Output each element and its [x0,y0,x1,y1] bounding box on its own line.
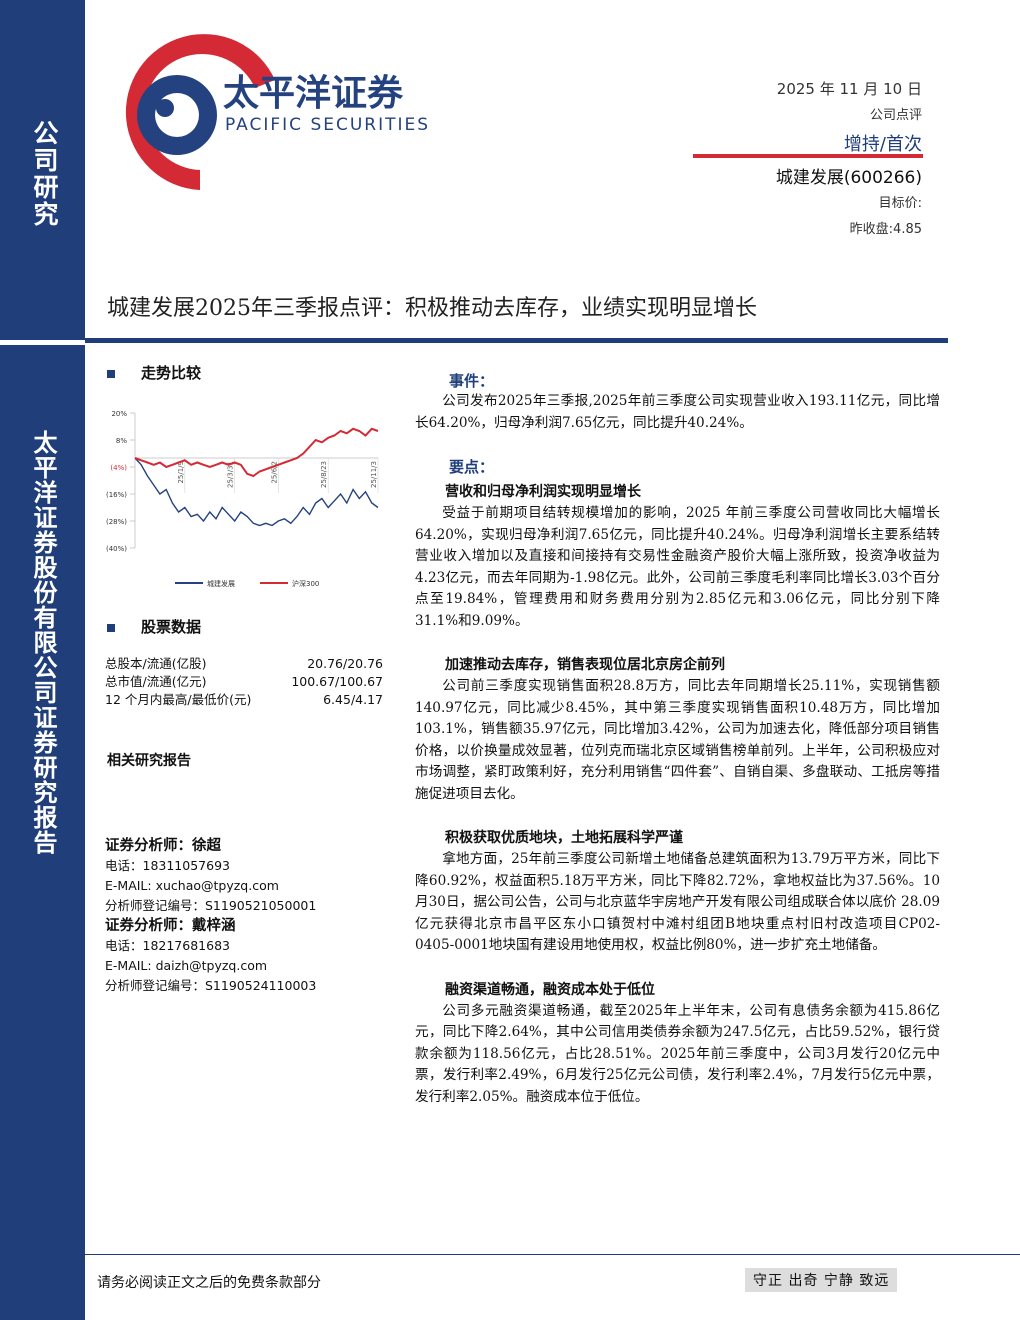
stock-row: 12 个月内最高/最低价(元) 6.45/4.17 [105,691,383,709]
trend-chart: 20% 8% (4%) (16%) (28%) (40%) 25/1/9 25/3/31 25/… [106,410,379,588]
stock-label: 总股本/流通(亿股) [105,656,207,671]
series-line [134,457,379,527]
target-price: 目标价: [878,196,922,211]
analyst-name: 证券分析师：徐超 [105,837,221,854]
section-heading: 融资渠道畅通，融资成本处于低位 [445,981,655,998]
trend-heading-text: 走势比较 [141,364,202,382]
analyst-reg: 分析师登记编号：S1190524110003 [105,978,317,993]
analyst-phone: 电话：18311057693 [105,858,230,873]
analyst-email: E-MAIL: xuchao@tpyzq.com [105,878,279,893]
analyst-phone: 电话：18217681683 [105,938,230,953]
y-tick-label: (28%) [106,518,127,526]
body: 事件： 公司发布2025年三季报,2025年前三季度公司实现营业收入193.11亿… [415,370,940,1108]
title: 城建发展2025年三季报点评：积极推动去库存，业绩实现明显增长 [107,296,757,321]
stock-row: 总市值/流通(亿元) 100.67/100.67 [105,673,383,691]
trend-heading: 走势比较 [107,362,201,383]
date: 2025 年 11 月 10 日 [776,80,922,98]
stock-heading-text: 股票数据 [141,618,202,636]
y-tick-label: (40%) [106,545,127,553]
legend-label: 城建发展 [207,579,235,588]
y-tick-label: 8% [116,437,127,445]
disclaimer: 请务必阅读正文之后的免费条款部分 [97,1275,321,1291]
section-heading: 营收和归母净利润实现明显增长 [445,484,641,500]
y-tick-label: (4%) [110,464,127,472]
section-heading: 积极获取优质地块，土地拓展科学严谨 [445,830,683,846]
analysts: 证券分析师：徐超 电话：18311057693 E-MAIL: xuchao@tpy… [105,836,385,996]
sidebar-bottom-text: 太平洋证券股份有限公司证券研究报告 [29,430,58,855]
legend-label: 沪深300 [292,579,319,588]
section-heading: 加速推动去库存，销售表现位居北京房企前列 [445,657,725,673]
analyst-reg: 分析师登记编号：S1190521050001 [105,898,317,913]
related-heading: 相关研究报告 [107,753,191,769]
sidebar-bottom: 太平洋证券股份有限公司证券研究报告 [0,345,85,1320]
x-tick-label: 25/6/2 [270,461,278,484]
logo-english: PACIFIC SECURITIES [225,115,430,135]
section-text: 受益于前期项目结转规模增加的影响，2025 年前三季度公司营收同比大幅增长64.… [415,505,940,629]
sidebar-top-text: 公司研究 [30,120,59,228]
stock-value: 100.67/100.67 [291,674,383,689]
rating-rule [693,154,923,158]
stock-row: 总股本/流通(亿股) 20.76/20.76 [105,655,383,673]
stock-label: 12 个月内最高/最低价(元) [105,692,252,707]
logo-name: 太平洋证券 [223,73,404,114]
stock-value: 20.76/20.76 [307,656,383,671]
analyst-email: E-MAIL: daizh@tpyzq.com [105,958,268,973]
event-heading: 事件： [449,372,495,390]
rating: 增持/首次 [843,134,922,155]
close-price: 昨收盘:4.85 [849,222,922,237]
section-text: 公司前三季度实现销售面积28.8万方，同比去年同期增长25.11%，实现销售额1… [415,678,940,802]
section-text: 拿地方面，25年前三季度公司新增土地储备总建筑面积为13.79万平方米，同比下降… [415,851,940,953]
title-rule [85,338,948,343]
motto: 守正 出奇 宁静 致远 [745,1268,898,1292]
analyst-name: 证券分析师：戴梓涵 [105,917,236,934]
series-line [134,427,379,478]
stock: 城建发展(600266) [775,168,922,188]
y-tick-label: 20% [111,410,127,418]
x-tick-label: 25/1/9 [177,461,185,484]
sidebar-top: 公司研究 [0,0,85,340]
event-text: 公司发布2025年三季报,2025年前三季度公司实现营业收入193.11亿元，同… [415,393,940,431]
stock-label: 总市值/流通(亿元) [105,674,207,689]
y-tick-label: (16%) [106,491,127,499]
footer-rule [85,1254,1020,1255]
stock-heading: 股票数据 [107,616,201,637]
logo: 太平洋证券 PACIFIC SECURITIES [125,34,430,191]
stock-table: 总股本/流通(亿股) 20.76/20.76 总市值/流通(亿元) 100.67/10… [105,655,383,709]
section-text: 公司多元融资渠道畅通，截至2025年上半年末，公司有息债务余额为415.86亿元… [415,1002,940,1105]
stock-value: 6.45/4.17 [323,692,383,707]
points-heading: 要点： [449,458,495,476]
x-tick-label: 25/11/3 [370,461,378,488]
x-tick-label: 25/8/23 [320,461,328,488]
x-tick-label: 25/3/31 [227,461,235,488]
report-type: 公司点评 [869,108,922,123]
